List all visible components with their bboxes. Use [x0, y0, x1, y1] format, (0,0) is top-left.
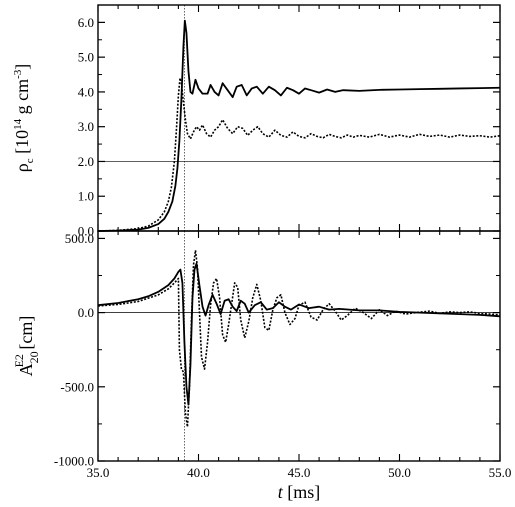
bottom-y-axis-title: A20E2 [cm] — [12, 316, 41, 377]
bot-y-tick-label: -1000.0 — [54, 454, 94, 469]
top-y-tick-label: 6.0 — [78, 15, 94, 30]
x-tick-label: 45.0 — [288, 465, 311, 480]
top-series-dotted-line — [97, 77, 501, 232]
x-tick-label: 40.0 — [187, 465, 210, 480]
bottom-tick-labels: -1000.0 -500.0 0.0 500.0 35.0 40.0 45.0 50.0 55.… — [54, 231, 511, 480]
top-y-tick-label: 4.0 — [78, 84, 94, 99]
x-axis-title: t [ms] — [278, 482, 321, 502]
bot-y-tick-label: 0.0 — [78, 305, 94, 320]
top-y-tick-label: 2.0 — [78, 154, 94, 169]
top-y-tick-label: 1.0 — [78, 189, 94, 204]
bottom-plot-frame — [97, 230, 501, 462]
bot-y-tick-label: -500.0 — [60, 379, 94, 394]
bottom-reference-lines — [98, 231, 500, 461]
top-reference-lines — [98, 5, 500, 231]
bot-y-tick-label: 500.0 — [65, 231, 94, 246]
top-y-tick-labels: 0.0 1.0 2.0 3.0 4.0 5.0 6.0 — [78, 15, 94, 239]
x-tick-label: 50.0 — [388, 465, 411, 480]
bot-series-solid-line — [97, 262, 501, 406]
top-y-tick-label: 0.0 — [78, 224, 94, 239]
top-panel: 0.0 1.0 2.0 3.0 4.0 5.0 6.0 ρc [1014 g cm-3] — [12, 4, 501, 239]
bottom-series — [97, 249, 501, 428]
top-series — [97, 19, 501, 232]
bot-series-dotted-line — [97, 249, 501, 428]
top-y-tick-label: 5.0 — [78, 50, 94, 65]
top-series-solid-line — [97, 19, 501, 232]
x-tick-label: 55.0 — [489, 465, 512, 480]
top-y-tick-label: 3.0 — [78, 119, 94, 134]
x-tick-label: 35.0 — [87, 465, 110, 480]
top-y-axis-title: ρc [1014 g cm-3] — [12, 64, 36, 173]
top-plot-frame — [97, 4, 501, 232]
bottom-ticks — [97, 231, 501, 462]
bottom-panel: -1000.0 -500.0 0.0 500.0 35.0 40.0 45.0 50.0 55.… — [12, 230, 511, 502]
top-y-ticks — [97, 5, 501, 232]
